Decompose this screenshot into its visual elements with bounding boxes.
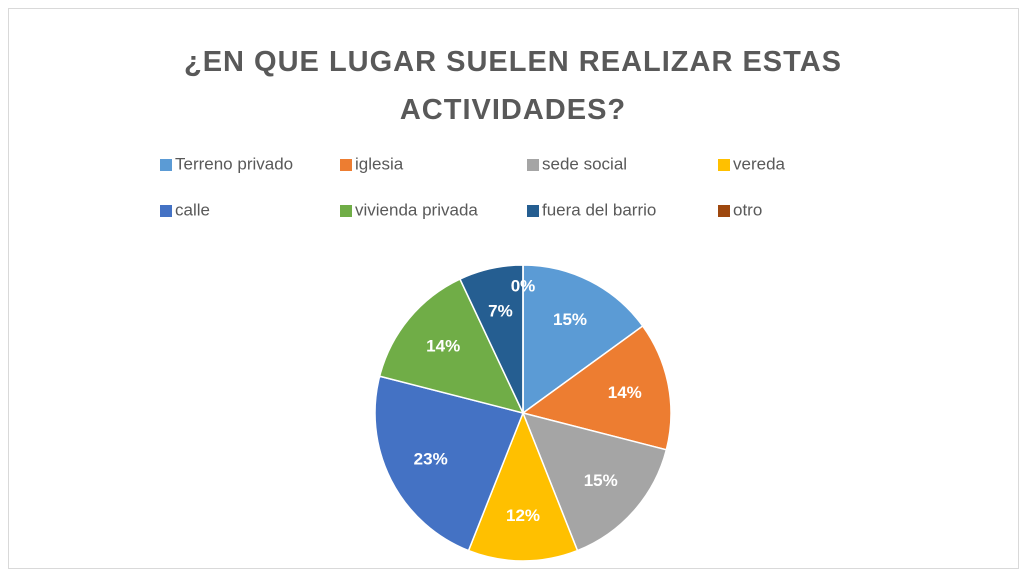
data-label: 15% xyxy=(553,310,587,329)
pie-slice xyxy=(467,410,579,562)
pie-slice xyxy=(374,375,525,552)
pie-slice xyxy=(521,324,672,451)
legend-swatch xyxy=(160,159,172,171)
legend-swatch xyxy=(340,159,352,171)
data-label: 15% xyxy=(584,471,618,490)
data-label: 0% xyxy=(511,277,536,296)
data-label: 23% xyxy=(414,450,448,469)
pie-slice xyxy=(522,264,644,415)
data-label: 14% xyxy=(608,383,642,402)
legend-swatch xyxy=(527,159,539,171)
legend-swatch xyxy=(340,205,352,217)
legend-label: vereda xyxy=(733,154,786,173)
legend-label: Terreno privado xyxy=(175,154,293,173)
legend-label: fuera del barrio xyxy=(542,200,656,219)
legend-swatch xyxy=(718,205,730,217)
legend-label: sede social xyxy=(542,154,627,173)
pie-slice xyxy=(378,278,525,415)
legend-label: otro xyxy=(733,200,762,219)
legend-label: calle xyxy=(175,200,210,219)
legend-swatch xyxy=(527,205,539,217)
data-label: 12% xyxy=(506,506,540,525)
legend-swatch xyxy=(160,205,172,217)
legend-label: iglesia xyxy=(355,154,404,173)
legend-swatch xyxy=(718,159,730,171)
legend-label: vivienda privada xyxy=(355,200,478,219)
chart-title: ¿EN QUE LUGAR SUELEN REALIZAR ESTAS ACTI… xyxy=(184,46,842,126)
data-label: 7% xyxy=(488,301,513,320)
pie-slice xyxy=(521,411,668,552)
data-label: 14% xyxy=(426,336,460,355)
